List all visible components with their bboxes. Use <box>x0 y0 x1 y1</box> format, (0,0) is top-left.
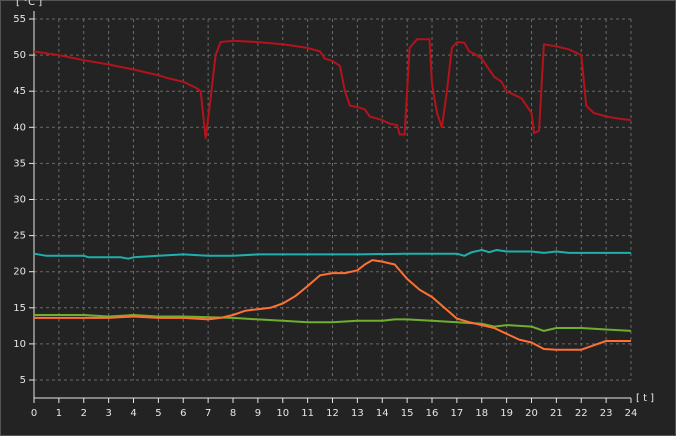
y-tick-label: 20 <box>13 267 26 278</box>
x-tick-label: 10 <box>276 408 289 419</box>
y-tick-label: 25 <box>13 231 26 242</box>
series-line <box>34 314 632 332</box>
y-tick-label: 30 <box>13 195 26 206</box>
y-tick-label: 55 <box>13 14 26 25</box>
x-axis-label: [ t ] <box>636 393 654 404</box>
x-tick-label: 3 <box>105 408 111 419</box>
x-tick-label: 11 <box>301 408 314 419</box>
x-tick-label: 19 <box>500 408 513 419</box>
x-tick-label: 7 <box>205 408 211 419</box>
x-tick-label: 22 <box>575 408 588 419</box>
x-tick-label: 1 <box>56 408 62 419</box>
x-tick-label: 8 <box>230 408 236 419</box>
x-tick-label: 20 <box>525 408 538 419</box>
x-tick-label: 9 <box>255 408 261 419</box>
y-tick-label: 35 <box>13 158 26 169</box>
x-tick-label: 21 <box>550 408 563 419</box>
x-tick-label: 0 <box>31 408 37 419</box>
y-tick-label: 40 <box>13 122 26 133</box>
y-tick-label: 45 <box>13 86 26 97</box>
y-tick-label: 10 <box>13 339 26 350</box>
x-tick-label: 2 <box>81 408 87 419</box>
x-tick-label: 6 <box>180 408 186 419</box>
x-tick-label: 5 <box>155 408 161 419</box>
y-axis-label: [ °C ] <box>16 0 42 8</box>
x-tick-label: 18 <box>475 408 488 419</box>
y-tick-label: 50 <box>13 50 26 61</box>
x-tick-label: 16 <box>426 408 439 419</box>
x-tick-label: 12 <box>326 408 339 419</box>
x-tick-label: 4 <box>130 408 136 419</box>
x-tick-label: 24 <box>625 408 638 419</box>
y-tick-label: 5 <box>20 375 26 386</box>
series-line <box>34 259 631 351</box>
x-tick-label: 14 <box>376 408 389 419</box>
series-line <box>33 249 631 260</box>
x-tick-label: 15 <box>401 408 414 419</box>
x-tick-label: 23 <box>600 408 613 419</box>
y-tick-label: 15 <box>13 303 26 314</box>
series-line <box>33 38 632 140</box>
x-tick-label: 13 <box>351 408 364 419</box>
x-tick-label: 17 <box>451 408 464 419</box>
